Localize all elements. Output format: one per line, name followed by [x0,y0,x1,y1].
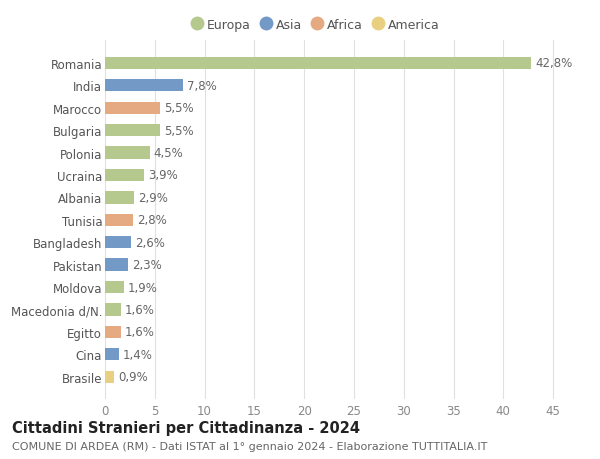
Bar [105,169,144,182]
Legend: Europa, Asia, Africa, America: Europa, Asia, Africa, America [187,13,445,36]
Text: 42,8%: 42,8% [535,57,572,70]
Text: 2,6%: 2,6% [135,236,165,249]
Bar [105,125,160,137]
Bar [105,57,531,70]
Bar [105,371,114,383]
Text: 2,9%: 2,9% [138,191,168,204]
Text: 1,9%: 1,9% [128,281,158,294]
Text: COMUNE DI ARDEA (RM) - Dati ISTAT al 1° gennaio 2024 - Elaborazione TUTTITALIA.I: COMUNE DI ARDEA (RM) - Dati ISTAT al 1° … [12,441,487,451]
Text: 0,9%: 0,9% [118,370,148,383]
Bar [105,147,150,159]
Text: 2,8%: 2,8% [137,214,167,227]
Text: 7,8%: 7,8% [187,79,217,93]
Bar [105,236,131,249]
Bar [105,326,121,338]
Bar [105,80,182,92]
Bar [105,348,119,361]
Text: 1,6%: 1,6% [125,326,155,339]
Text: 1,6%: 1,6% [125,303,155,316]
Text: 2,3%: 2,3% [132,258,161,272]
Bar [105,192,134,204]
Text: 5,5%: 5,5% [164,102,193,115]
Bar [105,304,121,316]
Bar [105,214,133,226]
Text: 3,9%: 3,9% [148,169,178,182]
Text: 4,5%: 4,5% [154,147,184,160]
Text: Cittadini Stranieri per Cittadinanza - 2024: Cittadini Stranieri per Cittadinanza - 2… [12,420,360,435]
Bar [105,281,124,294]
Bar [105,102,160,115]
Bar [105,259,128,271]
Text: 5,5%: 5,5% [164,124,193,137]
Text: 1,4%: 1,4% [123,348,153,361]
